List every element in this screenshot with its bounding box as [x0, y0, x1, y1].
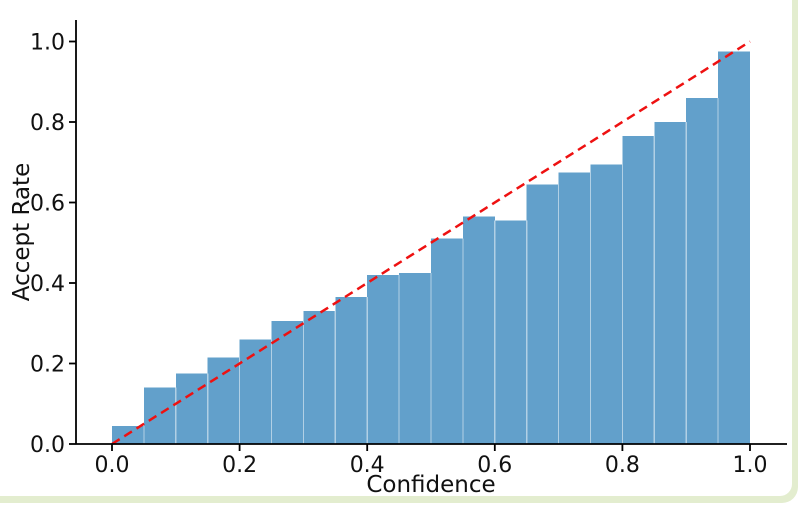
figure-card: 0.0 0.2 0.4 0.6 0.8 1.0 0.0 0.2 0.4 0.6 0.8 1.0 Con… [0, 0, 792, 496]
calibration-chart: 0.0 0.2 0.4 0.6 0.8 1.0 0.0 0.2 0.4 0.6 0.8 1.0 Con… [9, 20, 787, 496]
histogram-bar [686, 97, 719, 445]
y-tick-label: 0.2 [30, 353, 65, 378]
x-tick-label: 1.0 [733, 453, 768, 478]
x-tick-label: 0.4 [350, 453, 385, 478]
histogram-bar [143, 387, 176, 444]
histogram-bar [175, 373, 208, 444]
histogram-bar [590, 164, 623, 445]
x-tick-label: 0.8 [605, 453, 640, 478]
histogram-bar [431, 238, 463, 444]
histogram-bar [303, 311, 336, 444]
x-tick-label: 0.6 [477, 453, 512, 478]
histogram-bar [271, 321, 304, 444]
histogram-bar [207, 357, 240, 444]
histogram-bar [239, 339, 272, 444]
histogram-bar [494, 220, 527, 444]
x-axis-title: Confidence [366, 472, 495, 496]
y-tick-label: 0.4 [30, 272, 65, 297]
histogram-bar [526, 184, 559, 444]
y-tick-label: 1.0 [30, 31, 65, 56]
x-tick-label: 0.2 [222, 453, 257, 478]
histogram-bar [367, 275, 400, 444]
reference-diagonal-line [111, 40, 751, 446]
histogram-bar [462, 216, 495, 444]
histogram-bar [399, 272, 431, 444]
y-tick-label: 0.8 [30, 111, 65, 136]
y-tick-label: 0.0 [30, 433, 65, 458]
histogram-bar [622, 136, 655, 444]
histogram-bar [335, 297, 368, 444]
histogram-bar [654, 122, 687, 444]
y-axis-title: Accept Rate [9, 163, 35, 301]
histogram-bar [558, 172, 591, 445]
y-tick-label: 0.6 [30, 192, 65, 217]
histogram-bar [718, 51, 750, 444]
x-tick-label: 0.0 [95, 453, 130, 478]
